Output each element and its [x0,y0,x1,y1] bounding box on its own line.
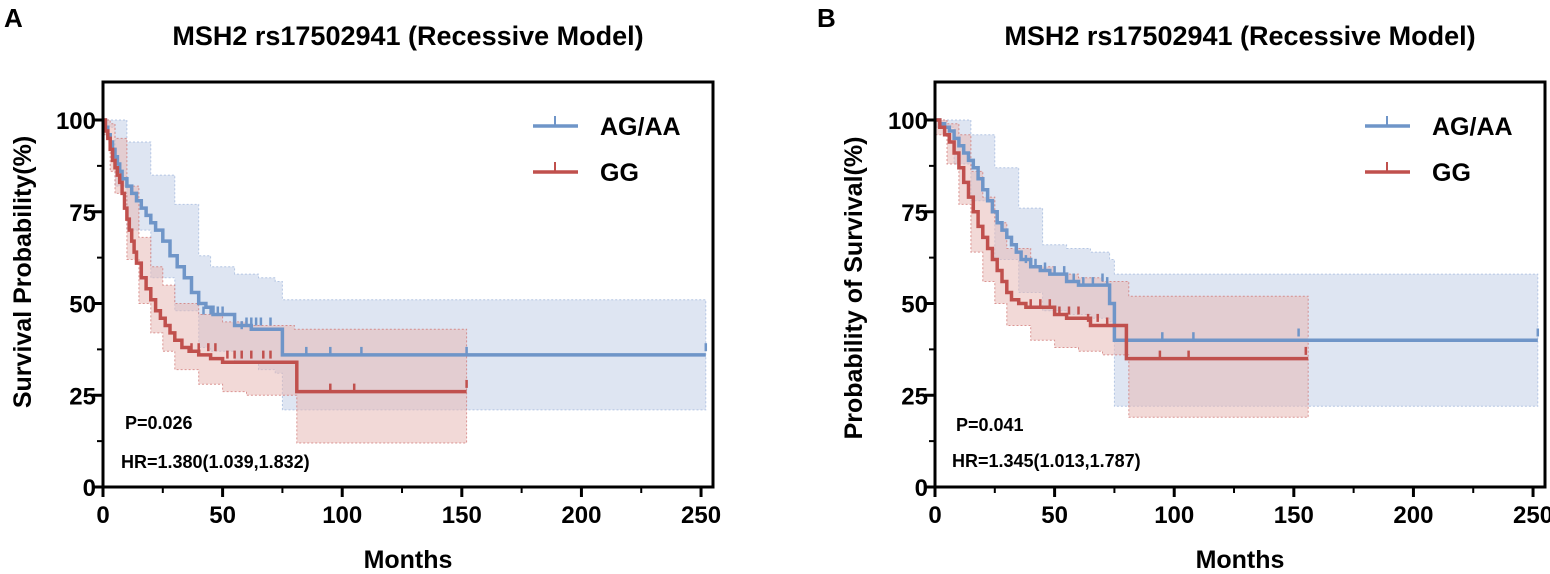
confidence-bands [102,119,707,444]
y-tick-labels: 0 25 50 75 100 [888,108,928,502]
plot-area [925,80,1547,497]
legend-label-ag-aa: AG/AA [1432,113,1513,141]
x-tick-label: 100 [322,502,362,529]
legend-label-ag-aa: AG/AA [600,113,681,141]
axis-ticks [925,118,1535,497]
p-value: P=0.041 [956,415,1024,435]
plot-area [93,80,715,497]
x-tick-label: 250 [1513,502,1550,529]
y-tick-label: 0 [83,475,96,502]
x-tick-label: 0 [928,502,941,529]
y-tick-label: 25 [69,383,96,410]
x-tick-label: 50 [1041,502,1068,529]
panel-b: B MSH2 rs17502941 (Recessive Model) 0 50… [817,3,1550,574]
axis-frame [933,80,1547,489]
y-tick-label: 50 [69,292,96,319]
x-tick-label: 100 [1154,502,1194,529]
panel-label: B [817,3,836,33]
x-tick-label: 0 [96,502,109,529]
y-tick-label: 25 [901,383,928,410]
legend-item-ag-aa: AG/AA [533,113,681,141]
survival-curves [935,118,1538,361]
x-tick-label: 150 [1274,502,1314,529]
legend-item-ag-aa: AG/AA [1365,113,1513,141]
survival-curve-gg [935,118,1309,361]
hazard-ratio: HR=1.380(1.039,1.832) [121,452,310,472]
survival-curve-ag-aa [103,118,706,357]
axis-frame [101,80,715,489]
legend: AG/AA GG [533,113,681,187]
y-tick-label: 50 [901,292,928,319]
hazard-ratio: HR=1.345(1.013,1.787) [952,451,1141,471]
x-tick-label: 200 [561,502,601,529]
panel-label: A [4,3,23,33]
axis-ticks [93,118,703,497]
chart-title: MSH2 rs17502941 (Recessive Model) [1004,21,1475,51]
y-tick-labels: 0 25 50 75 100 [56,108,96,502]
chart-title: MSH2 rs17502941 (Recessive Model) [172,21,643,51]
p-value: P=0.026 [125,413,193,433]
legend-item-gg: GG [533,159,639,187]
x-tick-label: 250 [681,502,721,529]
y-tick-label: 100 [888,108,928,135]
y-tick-label: 75 [901,200,928,227]
censor-marks [1024,255,1540,359]
ci-band-gg [102,119,468,444]
y-tick-label: 100 [56,108,96,135]
legend-label-gg: GG [600,159,639,187]
x-tick-labels: 0 50 100 150 200 250 [928,502,1550,529]
y-tick-label: 75 [69,200,96,227]
censor-marks [190,306,708,392]
y-axis-title: Survival Probability(%) [9,136,37,408]
x-tick-label: 150 [442,502,482,529]
legend: AG/AA GG [1365,113,1513,187]
x-tick-labels: 0 50 100 150 200 250 [96,502,721,529]
legend-label-gg: GG [1432,159,1471,187]
x-axis-title: Months [1196,546,1285,574]
x-tick-label: 50 [209,502,236,529]
x-axis-title: Months [364,546,453,574]
legend-item-gg: GG [1365,159,1471,187]
survival-curve-ag-aa [935,118,1538,342]
y-axis-title: Probability of Survival(%) [840,137,868,440]
x-tick-label: 200 [1393,502,1433,529]
panel-a: A MSH2 rs17502941 (Recessive Model) 0 50… [4,3,721,574]
y-tick-label: 0 [915,475,928,502]
